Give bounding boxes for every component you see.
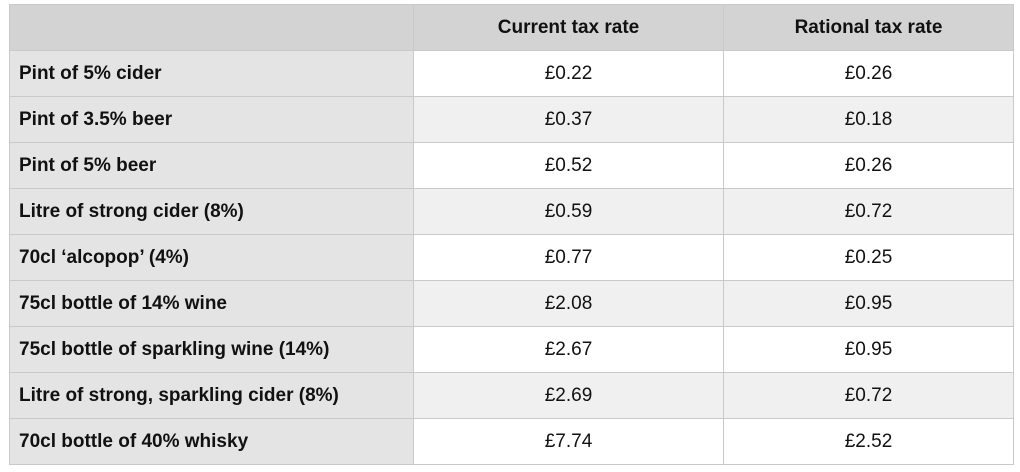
row-label: Pint of 5% cider [9,50,414,97]
column-header: Current tax rate [413,4,724,51]
tax-cell: £0.95 [723,326,1014,373]
table-row: Litre of strong cider (8%) £0.59 £0.72 [9,188,1014,235]
table-row: 75cl bottle of sparkling wine (14%) £2.67… [9,326,1014,373]
tax-table: Current tax rate Rational tax rate Pint o… [9,4,1014,465]
tax-cell: £0.22 [413,50,724,97]
tax-cell: £0.59 [413,188,724,235]
tax-cell: £0.26 [723,142,1014,189]
corner-cell [9,4,414,51]
table-row: 70cl ‘alcopop’ (4%) £0.77 £0.25 [9,234,1014,281]
tax-cell: £0.77 [413,234,724,281]
row-label: 75cl bottle of 14% wine [9,280,414,327]
header-row: Current tax rate Rational tax rate [9,4,1014,51]
row-label: 75cl bottle of sparkling wine (14%) [9,326,414,373]
tax-cell: £0.72 [723,188,1014,235]
tax-cell: £2.08 [413,280,724,327]
table-row: 75cl bottle of 14% wine £2.08 £0.95 [9,280,1014,327]
table-body: Pint of 5% cider £0.22 £0.26 Pint of 3.5% b… [9,50,1014,465]
tax-cell: £0.18 [723,96,1014,143]
tax-cell: £0.37 [413,96,724,143]
tax-cell: £0.72 [723,372,1014,419]
table-row: Pint of 3.5% beer £0.37 £0.18 [9,96,1014,143]
row-label: 70cl bottle of 40% whisky [9,418,414,465]
tax-cell: £2.69 [413,372,724,419]
tax-cell: £0.26 [723,50,1014,97]
tax-cell: £2.52 [723,418,1014,465]
row-label: Litre of strong, sparkling cider (8%) [9,372,414,419]
tax-cell: £0.95 [723,280,1014,327]
tax-cell: £7.74 [413,418,724,465]
row-label: Litre of strong cider (8%) [9,188,414,235]
row-label: Pint of 5% beer [9,142,414,189]
column-header: Rational tax rate [723,4,1014,51]
row-label: Pint of 3.5% beer [9,96,414,143]
table-row: Pint of 5% cider £0.22 £0.26 [9,50,1014,97]
row-label: 70cl ‘alcopop’ (4%) [9,234,414,281]
table-container: Current tax rate Rational tax rate Pint o… [9,4,1014,465]
tax-cell: £0.52 [413,142,724,189]
tax-cell: £2.67 [413,326,724,373]
table-row: Pint of 5% beer £0.52 £0.26 [9,142,1014,189]
table-row: 70cl bottle of 40% whisky £7.74 £2.52 [9,418,1014,465]
table-row: Litre of strong, sparkling cider (8%) £2.… [9,372,1014,419]
tax-cell: £0.25 [723,234,1014,281]
